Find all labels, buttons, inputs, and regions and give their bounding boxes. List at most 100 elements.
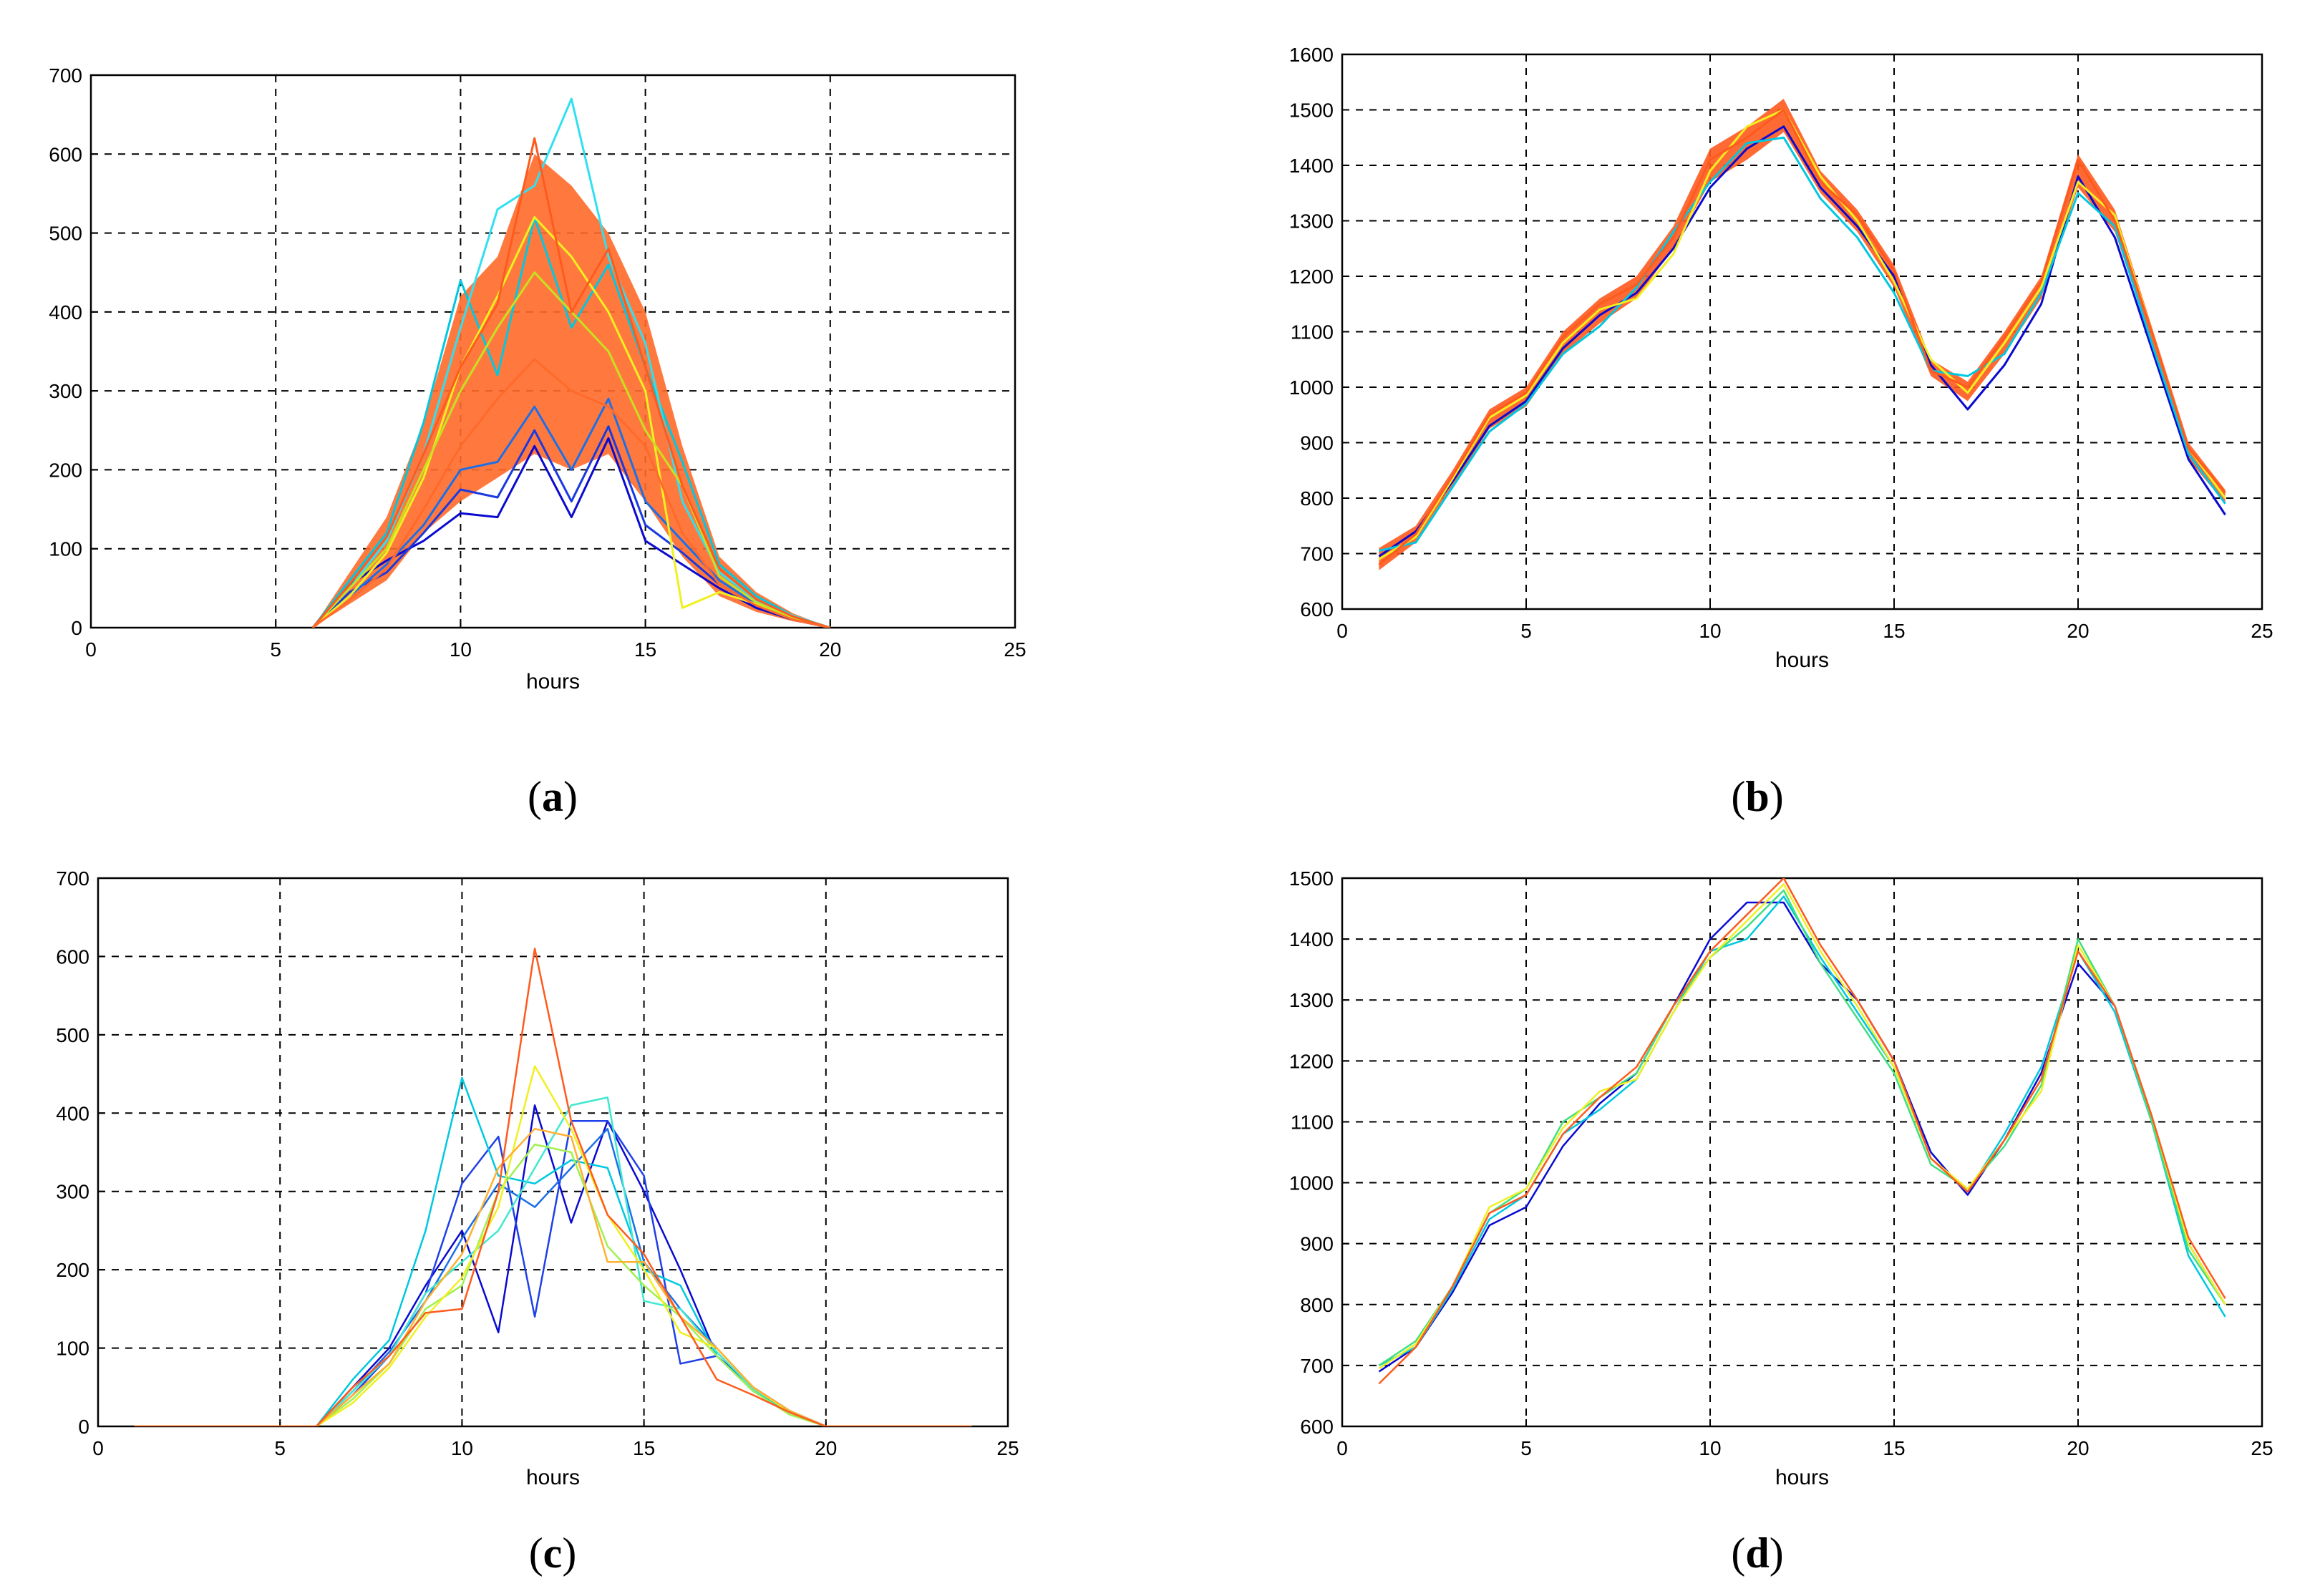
y-tick-label: 300: [49, 380, 82, 402]
y-tick-label: 600: [1300, 598, 1334, 621]
x-tick-label: 25: [1004, 638, 1026, 661]
x-tick-label: 15: [1883, 1437, 1905, 1459]
plot-area: [97, 877, 1009, 1428]
series-line-4: [134, 1076, 972, 1426]
y-tick-label: 100: [56, 1338, 89, 1360]
series-line-9: [134, 948, 972, 1426]
x-axis-label: hours: [1775, 1466, 1829, 1489]
y-tick-label: 1100: [1291, 321, 1334, 344]
x-axis-label: hours: [526, 1466, 580, 1489]
chart-panel-b: 0 5 10 15 20 25 600 700 800 900 1000 1100 1200 1300 14…: [1289, 44, 2273, 820]
x-tick-label: 10: [1699, 1437, 1721, 1459]
series-line-2: [134, 1119, 972, 1426]
y-tick-label: 1400: [1289, 155, 1334, 177]
x-tick-label: 20: [815, 1437, 837, 1459]
y-tick-label: 800: [1300, 1294, 1334, 1316]
series-line-6: [311, 216, 831, 628]
x-tick-label: 20: [2067, 620, 2089, 642]
y-tick-label: 1000: [1289, 1172, 1334, 1194]
y-tick-label: 800: [1300, 487, 1334, 510]
grid: [1341, 877, 2263, 1427]
y-tick-label: 500: [49, 223, 82, 245]
y-tick-label: 1200: [1289, 1050, 1334, 1072]
series-line-5: [134, 1096, 972, 1426]
x-tick-label: 25: [996, 1437, 1019, 1459]
grid: [90, 74, 1016, 628]
series-line-3: [134, 1127, 972, 1426]
series-line-1: [311, 437, 831, 628]
y-tick-label: 600: [1300, 1416, 1334, 1438]
series-line-5: [1378, 878, 2226, 1385]
series-line-1: [134, 1104, 972, 1426]
chart-panel-d: 0 5 10 15 20 25 600 700 800 900 1000 1100 1200 1300 14…: [1289, 867, 2273, 1577]
y-tick-label: 0: [71, 617, 82, 639]
series-group: [1378, 878, 2226, 1385]
chart-panel-a: 0 5 10 15 20 25 0 100 200 300 400 500 600 700 hours (a): [49, 64, 1026, 820]
series-line-8: [311, 137, 831, 628]
series-group: [134, 948, 972, 1426]
x-tick-label: 25: [2251, 620, 2273, 642]
x-tick-label: 15: [634, 638, 656, 661]
x-tick-label: 0: [85, 638, 97, 661]
series-line-9: [311, 358, 831, 628]
y-tick-label: 400: [56, 1102, 89, 1124]
y-tick-label: 1400: [1289, 928, 1334, 950]
series-group: [1378, 99, 2226, 570]
y-tick-label: 900: [1300, 1233, 1334, 1255]
y-tick-label: 0: [78, 1416, 89, 1438]
y-tick-label: 1100: [1291, 1111, 1334, 1133]
y-tick-label: 1600: [1289, 44, 1334, 66]
x-tick-label: 10: [1699, 620, 1721, 642]
plot-area: [1341, 877, 2263, 1428]
series-line-3: [311, 397, 831, 628]
y-tick-label: 1000: [1289, 376, 1334, 399]
panel-caption-d: (d): [1731, 1529, 1783, 1577]
x-tick-label: 10: [451, 1437, 473, 1459]
series-line-2: [1379, 136, 2226, 553]
y-tick-label: 200: [49, 459, 82, 481]
y-tick-label: 1300: [1289, 210, 1334, 233]
y-tick-label: 300: [56, 1181, 89, 1203]
x-tick-label: 5: [274, 1437, 286, 1459]
y-tick-label: 1300: [1289, 989, 1334, 1011]
x-tick-label: 15: [1883, 620, 1905, 642]
x-axis-label: hours: [1775, 648, 1829, 672]
x-tick-label: 20: [819, 638, 841, 661]
x-tick-label: 20: [2067, 1437, 2089, 1459]
y-tick-label: 500: [56, 1024, 89, 1046]
panel-caption-b: (b): [1731, 773, 1783, 820]
x-tick-label: 0: [1336, 620, 1348, 642]
x-tick-label: 25: [2251, 1437, 2273, 1459]
y-tick-label: 1500: [1289, 99, 1334, 122]
y-tick-label: 700: [49, 64, 82, 87]
series-line-6: [134, 1143, 972, 1426]
series-line-7: [134, 1065, 972, 1426]
x-tick-label: 5: [1520, 1437, 1532, 1459]
y-tick-label: 1200: [1289, 266, 1334, 288]
y-tick-label: 700: [56, 867, 89, 890]
panel-caption-c: (c): [529, 1529, 577, 1577]
y-tick-label: 600: [56, 945, 89, 968]
x-tick-label: 5: [1520, 620, 1532, 642]
y-tick-label: 900: [1300, 432, 1334, 454]
grid: [1341, 54, 2263, 610]
chart-panel-c: 0 5 10 15 20 25 0 100 200 300 400 500 600 700 hours (c): [56, 867, 1019, 1577]
x-tick-label: 15: [633, 1437, 655, 1459]
y-tick-label: 100: [49, 538, 82, 560]
y-tick-label: 400: [49, 301, 82, 323]
series-line-4: [1378, 109, 2226, 566]
series-line-3: [1378, 109, 2226, 560]
y-tick-label: 1500: [1289, 867, 1334, 890]
x-tick-label: 5: [270, 638, 281, 661]
series-line-4: [1378, 883, 2226, 1370]
y-tick-label: 700: [1300, 543, 1334, 565]
series-line-8: [134, 1127, 972, 1426]
x-tick-label: 10: [450, 638, 472, 661]
series-group: [311, 97, 831, 628]
x-axis-label: hours: [526, 670, 580, 694]
series-line-1: [1378, 901, 2226, 1373]
x-tick-label: 0: [92, 1437, 104, 1459]
series-line-3: [1378, 889, 2226, 1366]
series-line-4: [311, 216, 831, 628]
